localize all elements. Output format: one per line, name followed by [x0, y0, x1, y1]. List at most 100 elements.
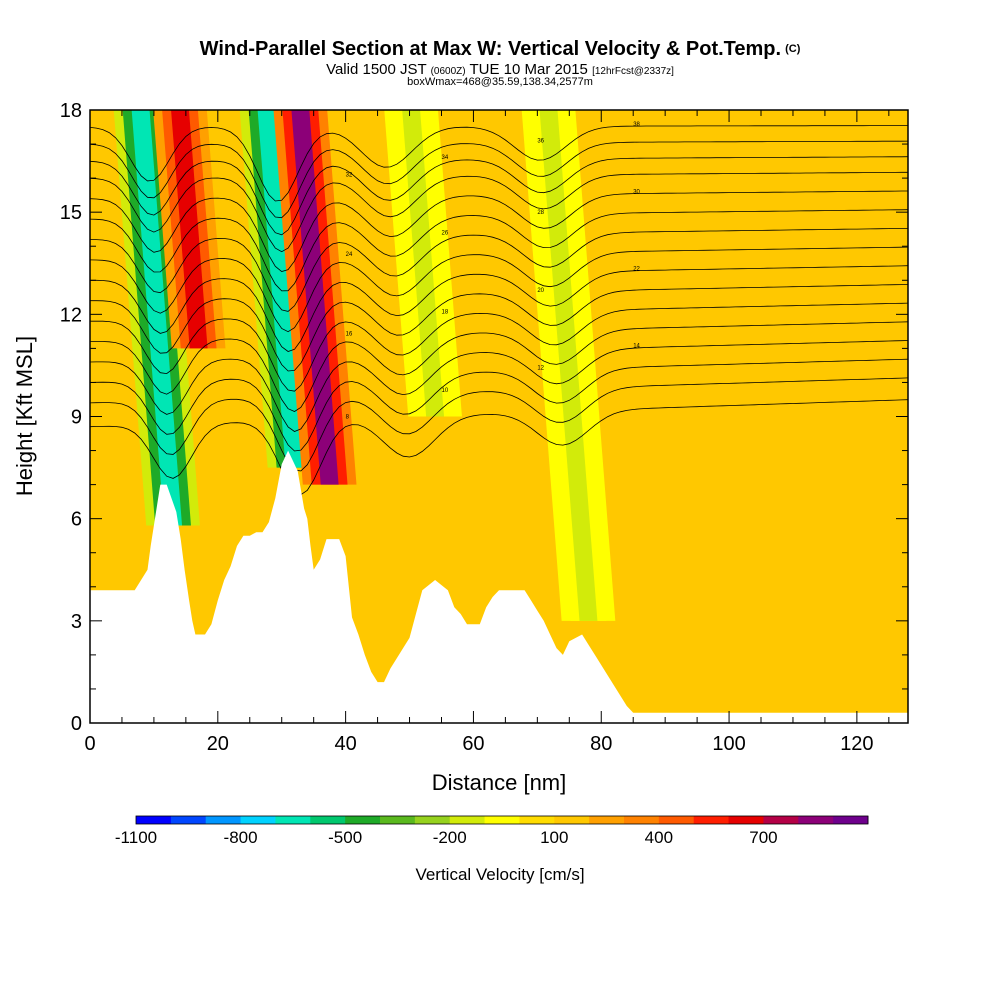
- colorbar-tick-label: -1100: [115, 828, 157, 847]
- velocity-plume-5: [521, 110, 616, 621]
- isentrope-line: [90, 156, 908, 236]
- chart-subtitle: Valid 1500 JST (0600Z) TUE 10 Mar 2015 […: [0, 61, 1000, 80]
- colorbar-swatch: [798, 816, 834, 824]
- subtitle-date: TUE 10 Mar 2015: [469, 61, 588, 78]
- terrain-fill: [90, 450, 908, 723]
- colorbar-swatch: [205, 816, 242, 824]
- colorbar-tick-label: -500: [328, 828, 362, 847]
- isentrope-line: [90, 358, 908, 452]
- colorbar-frame: [135, 815, 869, 825]
- x-tick-label: 20: [207, 733, 229, 755]
- colorbar-swatch: [136, 816, 172, 824]
- colorbar-swatch: [449, 816, 486, 824]
- plume-layer: [291, 110, 339, 485]
- subtitle-valid: Valid 1500 JST: [326, 61, 427, 78]
- x-tick-label: 80: [590, 733, 612, 755]
- y-tick-label: 3: [71, 611, 82, 633]
- isentrope-label: 8: [346, 414, 350, 420]
- isentrope-line: [90, 140, 908, 219]
- y-axis-title: Height [Kft MSL]: [12, 336, 37, 496]
- isentrope-label: 12: [537, 366, 544, 372]
- colorbar-tick-label: 400: [645, 828, 673, 847]
- colorbar-swatch: [589, 816, 625, 824]
- chart-title: Wind-Parallel Section at Max W: Vertical…: [0, 38, 1000, 60]
- x-axis-title: Distance [nm]: [432, 770, 567, 795]
- colorbar-swatch: [240, 816, 276, 824]
- plume-layer: [539, 110, 598, 621]
- colorbar-swatch: [310, 816, 346, 824]
- x-tick-label: 40: [335, 733, 357, 755]
- isentrope-label: 32: [346, 172, 353, 178]
- plume-layer: [131, 110, 183, 526]
- x-tick-label: 120: [840, 733, 873, 755]
- colorbar-tick-label: 700: [749, 828, 777, 847]
- isentrope-line: [90, 265, 908, 352]
- colorbar: -1100 -800 -500 -200 100 400 700: [115, 815, 869, 847]
- chart-subtitle-box: boxWmax=468@35.59,138.34,2577m: [407, 76, 593, 88]
- colorbar-swatch: [170, 816, 207, 824]
- isentrope-label: 26: [441, 231, 448, 237]
- colorbar-swatch: [763, 816, 799, 824]
- x-tick-label: 60: [462, 733, 484, 755]
- velocity-plume-0: [113, 110, 200, 526]
- isentrope-line: [90, 399, 908, 496]
- terrain: [90, 450, 908, 723]
- isentrope-label: 22: [633, 267, 640, 273]
- colorbar-swatch: [658, 816, 695, 824]
- isentrope-line: [90, 228, 908, 312]
- isentrope-contours: 8 10 12 14 16 18 20 22 24 26 28 30 32 34 36 38: [90, 122, 908, 496]
- chart-title-unit: (C): [785, 43, 801, 55]
- colorbar-swatch: [519, 816, 555, 824]
- isentrope-line: [90, 340, 908, 432]
- isentrope-label: 34: [441, 155, 448, 161]
- colorbar-swatch: [833, 816, 869, 824]
- isentrope-line: [90, 190, 908, 272]
- colorbar-tick-label: 100: [540, 828, 568, 847]
- isentrope-label: 10: [441, 388, 448, 394]
- x-tick-label: 0: [84, 733, 95, 755]
- isentrope-label: 38: [633, 122, 640, 128]
- y-tick-label: 6: [71, 509, 82, 531]
- isentrope-line: [90, 209, 908, 292]
- plume-layer: [402, 110, 445, 417]
- plume-layer: [171, 110, 208, 349]
- colorbar-tick-label: -800: [224, 828, 258, 847]
- isentrope-line: [90, 302, 908, 392]
- subtitle-forecast: [12hrFcst@2337z]: [592, 66, 674, 77]
- x-tick-label: 100: [712, 733, 745, 755]
- chart-title-text: Wind-Parallel Section at Max W: Vertical…: [199, 38, 782, 60]
- subtitle-zulu: (0600Z): [430, 66, 466, 77]
- isentrope-label: 28: [537, 210, 544, 216]
- isentrope-label: 24: [346, 252, 353, 258]
- y-tick-label: 12: [60, 304, 82, 326]
- isentrope-line: [90, 284, 908, 372]
- y-tick-label: 0: [71, 713, 82, 735]
- isentrope-label: 16: [346, 331, 353, 337]
- colorbar-swatch: [554, 816, 590, 824]
- y-tick-label: 15: [60, 202, 82, 224]
- isentrope-line: [90, 246, 908, 333]
- velocity-plume-1: [153, 110, 226, 349]
- isentrope-line: [90, 125, 908, 202]
- velocity-plume-4: [384, 110, 462, 417]
- isentrope-line: [90, 321, 908, 412]
- isentrope-label: 36: [537, 138, 544, 144]
- isentrope-label: 14: [633, 344, 640, 350]
- isentrope-line: [90, 377, 908, 472]
- colorbar-tick-label: -200: [433, 828, 467, 847]
- colorbar-title: Vertical Velocity [cm/s]: [415, 865, 584, 884]
- colorbar-swatch: [693, 816, 730, 824]
- colorbar-swatch: [414, 816, 451, 824]
- y-tick-label: 18: [60, 100, 82, 122]
- colorbar-swatch: [275, 816, 311, 824]
- isentrope-line: [90, 171, 908, 253]
- colorbar-swatch: [484, 816, 520, 824]
- y-tick-label: 9: [71, 407, 82, 429]
- plume-layer: [257, 110, 304, 468]
- isentrope-label: 20: [537, 288, 544, 294]
- isentrope-label: 30: [633, 190, 640, 196]
- isentrope-label: 18: [441, 309, 448, 315]
- colorbar-swatch: [345, 816, 381, 824]
